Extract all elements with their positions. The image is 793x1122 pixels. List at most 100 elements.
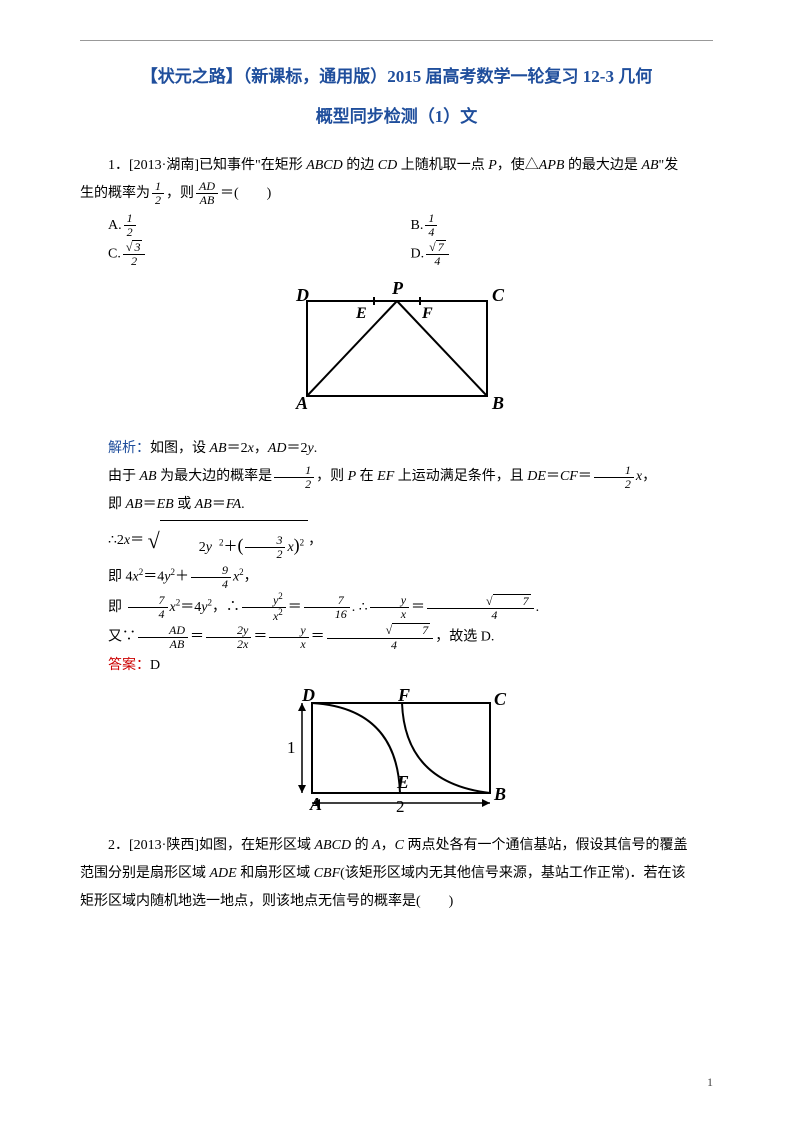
t: 即 4 xyxy=(108,570,133,585)
n: 7 xyxy=(327,623,434,638)
n: AD xyxy=(196,180,218,194)
arc-ade xyxy=(312,703,400,793)
d: 4 xyxy=(426,255,449,268)
frac: 74 xyxy=(128,594,168,621)
t: ，则 xyxy=(316,469,348,484)
t: ＝ xyxy=(288,600,302,615)
t: ， xyxy=(381,838,395,853)
arrow-right xyxy=(482,799,490,807)
t: 的边 xyxy=(343,158,378,173)
d: x xyxy=(370,608,409,621)
q1-options: A.12 B.14 C.32 D.74 xyxy=(108,212,713,268)
ab: AB xyxy=(641,158,658,173)
cd: CD xyxy=(378,158,397,173)
sol-line-2: 由于 AB 为最大边的概率是12，则 P 在 EF 上运动满足条件，且 DE＝C… xyxy=(80,463,713,491)
t: 即 xyxy=(108,497,126,512)
rect-abcd xyxy=(307,301,487,396)
y: y xyxy=(206,540,212,555)
sol-line-4: ∴2x＝ √ 2y 2＋(32x)2 ， xyxy=(80,519,713,563)
sqrt: 7 xyxy=(458,594,531,608)
n: 2y xyxy=(206,624,251,638)
r: 3 xyxy=(132,240,142,254)
r: 7 xyxy=(436,240,446,254)
t: 由于 xyxy=(108,469,140,484)
t: ， xyxy=(308,534,322,549)
label-d: D xyxy=(301,688,315,705)
label-c: C xyxy=(492,285,505,305)
apb: APB xyxy=(539,158,565,173)
ab: AB xyxy=(140,469,157,484)
figure-1-svg: D C A B P E F xyxy=(282,276,512,416)
d: AB xyxy=(196,194,218,207)
frac: 32 xyxy=(123,240,146,268)
t: ， xyxy=(244,570,258,585)
t: ＝2 xyxy=(227,441,248,456)
answer-value: D xyxy=(150,658,160,673)
eb: EB xyxy=(157,497,174,512)
n: y xyxy=(370,594,409,608)
n: y xyxy=(269,624,308,638)
label-d: D xyxy=(295,285,309,305)
t: ，使△ xyxy=(497,158,539,173)
ab: AB xyxy=(126,497,143,512)
ef: EF xyxy=(377,469,394,484)
t: ＝ xyxy=(578,469,592,484)
frac: 716 xyxy=(304,594,350,621)
l: D. xyxy=(411,246,425,261)
opt-b: B.14 xyxy=(411,212,714,240)
t: ，∴ xyxy=(212,600,240,615)
t: 矩形区域内随机地选一地点，则该地点无信号的概率是( ) xyxy=(80,894,453,909)
figure-2: D C A B F E 1 2 xyxy=(80,688,713,824)
frac: 12 xyxy=(124,212,136,239)
answer-line: 答案：D xyxy=(80,652,713,680)
d: 2 xyxy=(594,478,634,491)
t: 的最大边是 xyxy=(564,158,641,173)
label-c: C xyxy=(494,689,507,709)
n: 3 xyxy=(123,240,146,255)
frac: ADAB xyxy=(138,624,188,651)
d: 2 xyxy=(124,226,136,239)
frac: 74 xyxy=(426,240,449,268)
figure-1: D C A B P E F xyxy=(80,276,713,427)
sqrt: 3 xyxy=(126,240,143,254)
sqrt: 7 xyxy=(358,623,431,637)
t: ＝2 xyxy=(287,441,308,456)
t: 又∵ xyxy=(108,630,136,645)
label-f: F xyxy=(421,305,433,322)
label-a: A xyxy=(295,393,308,413)
frac: 74 xyxy=(327,623,434,651)
q1-stem-line2: 生的概率为12，则ADAB＝( ) xyxy=(80,180,713,208)
abcd: ABCD xyxy=(315,838,352,853)
dim-2-label: 2 xyxy=(396,797,405,813)
l: A. xyxy=(108,218,122,233)
page-number: 1 xyxy=(707,1070,713,1094)
d: 2 xyxy=(123,255,146,268)
frac: 94 xyxy=(191,564,231,591)
t: 上运动满足条件，且 xyxy=(394,469,527,484)
d: 2 xyxy=(152,194,164,207)
n: 1 xyxy=(124,212,136,226)
t: 2．[2013·陕西]如图，在矩形区域 xyxy=(108,838,315,853)
d: 4 xyxy=(425,226,437,239)
t: ＝ xyxy=(130,534,144,549)
t: ＝4 xyxy=(180,600,201,615)
t: . xyxy=(314,441,318,456)
label-p: P xyxy=(391,278,404,298)
t: . xyxy=(536,600,540,615)
q2-stem-line1: 2．[2013·陕西]如图，在矩形区域 ABCD 的 A，C 两点处各有一个通信… xyxy=(80,832,713,860)
fa: FA xyxy=(226,497,241,512)
line-bp xyxy=(397,301,487,396)
t: ，故选 D. xyxy=(435,630,494,645)
de: DE xyxy=(527,469,546,484)
n: 1 xyxy=(425,212,437,226)
frac: 12 xyxy=(594,464,634,491)
t: ∴2 xyxy=(108,534,124,549)
t: 在 xyxy=(356,469,377,484)
opt-d: D.74 xyxy=(411,240,714,268)
t: ＋ xyxy=(223,540,237,555)
ad: AD xyxy=(268,441,287,456)
opt-c: C.32 xyxy=(108,240,411,268)
arrow-down xyxy=(298,785,306,793)
label-b: B xyxy=(491,393,504,413)
n: y2 xyxy=(242,592,286,608)
